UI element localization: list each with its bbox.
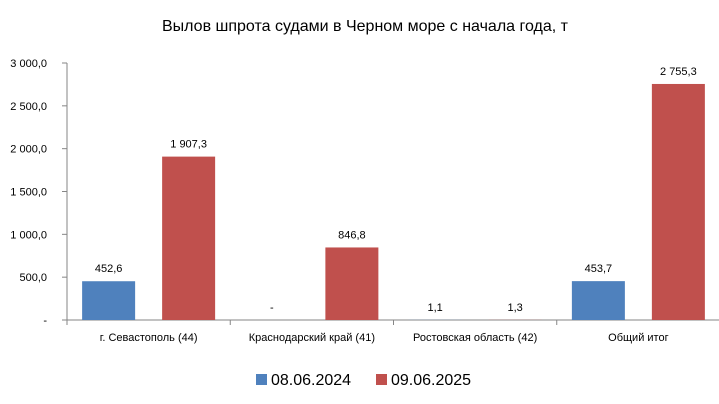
data-label: 2 755,3 <box>660 66 697 78</box>
legend-swatch <box>376 374 387 385</box>
data-label: - <box>270 302 274 314</box>
bar-series-1 <box>571 281 625 320</box>
data-label: 452,6 <box>95 263 123 275</box>
legend: 08.06.2024 09.06.2025 <box>256 372 471 389</box>
y-tick-label: 3 000,0 <box>10 58 47 70</box>
data-label: 1,3 <box>507 302 522 314</box>
bar-series-2 <box>325 247 379 320</box>
bars <box>82 83 705 320</box>
y-axis-ticks: - 500,0 1 000,0 1 500,0 2 000,0 2 500,0 3 000,… <box>10 58 67 327</box>
y-tick-label: 2 000,0 <box>10 144 47 156</box>
category-label: Ростовская область (42) <box>413 332 537 344</box>
y-tick-label: - <box>43 315 47 327</box>
data-label: 453,7 <box>585 263 613 275</box>
data-label: 846,8 <box>338 229 366 241</box>
category-label: г. Севастополь (44) <box>100 332 198 344</box>
legend-label: 09.06.2025 <box>391 372 471 389</box>
bar-series-2 <box>651 83 705 320</box>
data-label: 1 907,3 <box>170 139 207 151</box>
x-axis-categories: г. Севастополь (44) Краснодарский край (4… <box>66 320 669 344</box>
y-tick-label: 1 000,0 <box>10 229 47 241</box>
chart-title: Вылов шпрота судами в Черном море с нача… <box>162 18 569 35</box>
legend-swatch <box>256 374 267 385</box>
y-tick-label: 2 500,0 <box>10 101 47 113</box>
data-labels: 452,6 1 907,3 - 846,8 1,1 1,3 453,7 2 755,3 <box>95 66 697 314</box>
bar-series-2 <box>162 156 216 320</box>
category-label: Краснодарский край (41) <box>249 332 375 344</box>
category-label: Общий итог <box>608 332 668 344</box>
legend-label: 08.06.2024 <box>271 372 351 389</box>
y-tick-label: 1 500,0 <box>10 187 47 199</box>
y-tick-label: 500,0 <box>19 272 47 284</box>
data-label: 1,1 <box>427 302 442 314</box>
bar-series-1 <box>82 281 136 320</box>
